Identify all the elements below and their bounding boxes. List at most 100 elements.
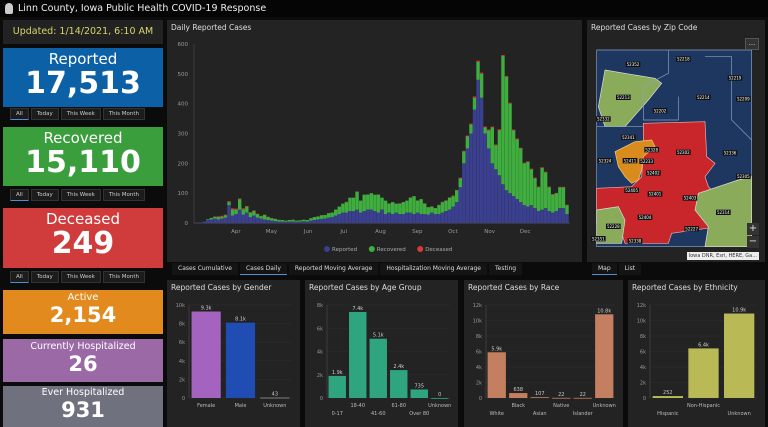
filter-today[interactable]: Today [30, 108, 59, 120]
y-tick-label: 2k [640, 381, 646, 387]
tab-hospitalization-moving-average[interactable]: Hospitalization Moving Average [380, 263, 488, 275]
bar-deceased [230, 208, 235, 210]
legend-label: Recovered [377, 247, 406, 253]
zip-label: 52328 [645, 147, 658, 152]
zip-label-bg [622, 158, 638, 164]
bar-reported [533, 208, 537, 223]
legend-swatch [417, 246, 424, 252]
bar-deceased [227, 201, 231, 203]
zip-label: 52338 [629, 239, 642, 244]
bar-recovered [209, 217, 213, 220]
bar-recovered [280, 220, 285, 222]
bar-reported [483, 133, 487, 223]
tab-testing[interactable]: Testing [489, 263, 523, 275]
bar-recovered [362, 194, 366, 212]
tab-reported-moving-average[interactable]: Reported Moving Average [288, 263, 379, 275]
bar-recovered [305, 220, 309, 222]
zip-label-bg [736, 173, 751, 179]
tab-list[interactable]: List [618, 263, 642, 275]
filter-this-month[interactable]: This Month [102, 108, 146, 120]
bar-recovered [561, 187, 566, 209]
bar-reported [387, 212, 391, 223]
y-tick-label: 10k [637, 319, 646, 325]
filter-all[interactable]: All [10, 271, 29, 283]
updated-timestamp: Updated: 1/14/2021, 6:10 AM [3, 20, 163, 44]
filter-today[interactable]: Today [30, 271, 59, 283]
bar-recovered [330, 212, 334, 218]
bar-reported [494, 169, 498, 223]
zip-label: 52213 [617, 95, 630, 100]
zip-label-bg [727, 75, 743, 81]
x-tick-label: Female [197, 403, 215, 409]
bar-recovered [287, 220, 292, 222]
zip-label: 52405 [625, 188, 638, 193]
x-tick-label: White [489, 411, 504, 417]
bar-reported [351, 211, 356, 223]
bar-recovered [273, 218, 277, 222]
bar-reported [337, 214, 342, 223]
bar-recovered [358, 200, 363, 213]
bar-deceased [216, 216, 221, 218]
daily-cases-panel: Daily Reported Cases 0 100 200 300 400 500 600… [167, 20, 582, 262]
x-tick-label: Male [235, 403, 247, 409]
zip-label-bg [647, 191, 663, 197]
tab-map[interactable]: Map [592, 263, 617, 275]
bar-61-80 [390, 370, 408, 398]
bar-reported [408, 212, 413, 223]
bar-non-hispanic [688, 348, 719, 398]
bar-deceased [451, 195, 455, 197]
bar-reported [390, 214, 395, 223]
bar-recovered [387, 203, 391, 213]
y-tick-label: 6k [179, 340, 185, 346]
zip-label-bg [624, 187, 639, 193]
bar-deceased [519, 147, 523, 149]
bar-recovered [415, 200, 420, 213]
bar-reported [305, 221, 309, 223]
bar-reported [223, 217, 228, 223]
map-menu-button[interactable]: ... [745, 38, 759, 50]
bar-recovered [241, 209, 245, 215]
map-attribution[interactable]: Iowa DNR, Esri, HERE, Ga... [686, 252, 759, 260]
zip-label: 52401 [649, 192, 662, 197]
data-label: 252 [663, 390, 673, 396]
filter-this-week[interactable]: This Week [60, 189, 101, 201]
bar-recovered [302, 219, 306, 222]
bar-recovered [205, 219, 210, 221]
y-tick-label: 200 [178, 161, 189, 167]
bar-reported [262, 219, 267, 223]
bar-reported [479, 97, 484, 223]
bar-reported [529, 205, 534, 223]
bar-recovered [551, 194, 555, 213]
bar-reported [394, 212, 398, 223]
bar-reported [234, 214, 238, 223]
bar-recovered [405, 200, 409, 213]
zip-label: 52402 [647, 171, 660, 176]
y-tick-label: 4k [179, 359, 185, 365]
filter-all[interactable]: All [10, 189, 29, 201]
app-title: Linn County, Iowa Public Health COVID-19… [18, 3, 267, 14]
bar-reported [294, 221, 299, 223]
zoom-out-button[interactable]: − [747, 236, 759, 248]
filter-this-month[interactable]: This Month [102, 271, 146, 283]
tab-cases-cumulative[interactable]: Cases Cumulative [172, 263, 238, 275]
deceased-value: 249 [51, 226, 115, 261]
data-label: 22 [580, 392, 586, 398]
bar-18-40 [349, 311, 367, 398]
filter-this-month[interactable]: This Month [102, 189, 146, 201]
zoom-in-button[interactable]: + [747, 223, 759, 235]
filter-this-week[interactable]: This Week [60, 271, 101, 283]
bar-male [225, 322, 256, 398]
bar-reported [472, 109, 477, 223]
filter-today[interactable]: Today [30, 189, 59, 201]
reported-filter-tabs: All Today This Week This Month [10, 108, 146, 120]
county-logo-icon [5, 3, 13, 14]
filter-this-week[interactable]: This Week [60, 108, 101, 120]
zip-label-bg [596, 116, 611, 122]
tab-cases-daily[interactable]: Cases Daily [239, 263, 287, 275]
zip-label: 52202 [654, 108, 667, 113]
zip-code-map[interactable]: 52352 52218 52219 52213 52214 52209 52202 52332… [587, 20, 765, 262]
filter-all[interactable]: All [10, 108, 29, 120]
zip-label-bg [591, 236, 606, 242]
bar-recovered [501, 55, 505, 185]
ever-hospitalized-label: Ever Hospitalized [41, 387, 125, 398]
